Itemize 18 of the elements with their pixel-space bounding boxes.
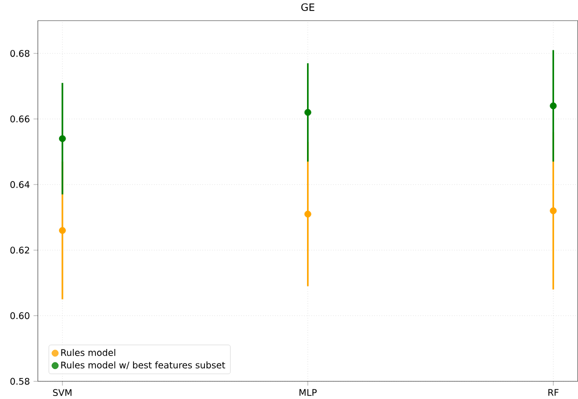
point bbox=[304, 108, 312, 116]
y-tick-label: 0.66 bbox=[10, 115, 30, 122]
point bbox=[58, 226, 66, 234]
y-tick-label: 0.64 bbox=[10, 180, 30, 188]
legend-label: Rules model w/ best features subset bbox=[61, 361, 226, 369]
point bbox=[550, 102, 557, 110]
y-tick-label: 0.60 bbox=[10, 312, 30, 319]
chart-title: GE bbox=[301, 3, 314, 11]
x-tick-label: SVM bbox=[53, 388, 72, 396]
point bbox=[304, 210, 312, 218]
y-tick-label: 0.68 bbox=[10, 50, 30, 57]
x-tick-label: RF bbox=[548, 388, 558, 396]
y-tick-label: 0.58 bbox=[10, 378, 30, 385]
y-tick-label: 0.62 bbox=[10, 246, 30, 254]
legend-label: Rules model bbox=[61, 348, 116, 356]
point bbox=[58, 135, 66, 142]
point bbox=[550, 207, 557, 214]
x-tick-label: MLP bbox=[300, 388, 317, 396]
